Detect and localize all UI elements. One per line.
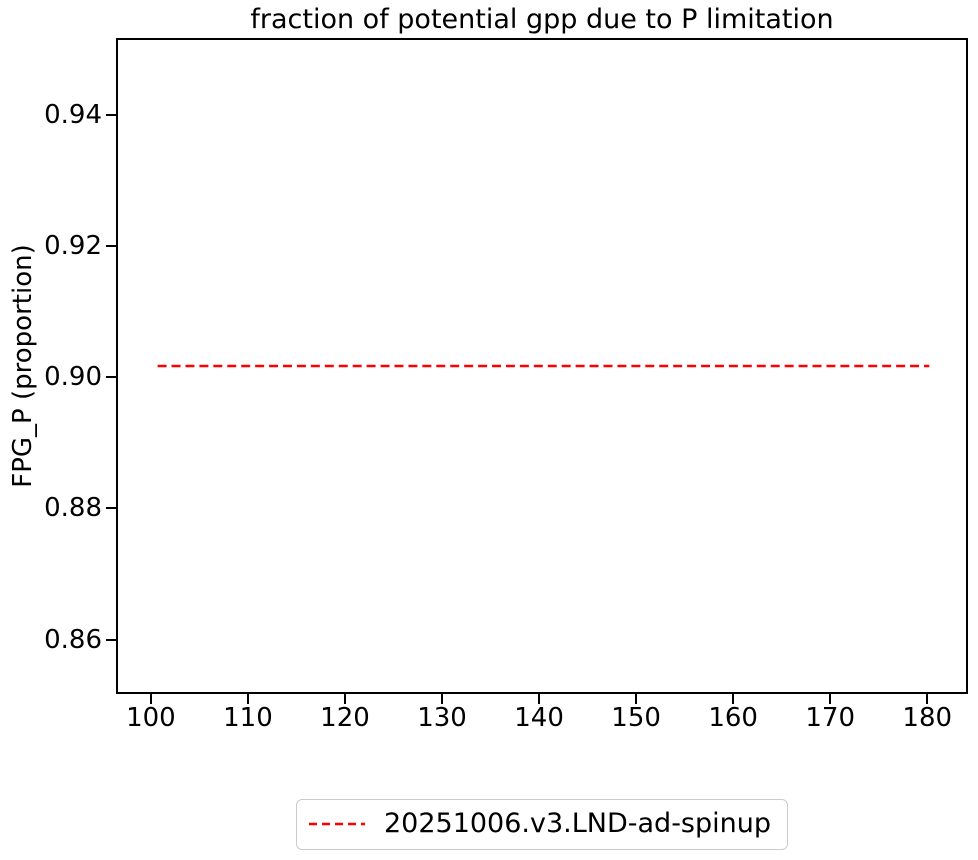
- legend-row: 20251006.v3.LND-ad-spinup: [116, 799, 968, 850]
- y-tick-mark: [106, 376, 116, 379]
- data-line-layer: [157, 364, 930, 368]
- y-tick-mark: [106, 638, 116, 641]
- x-tick-label: 110: [223, 703, 273, 733]
- y-tick-mark: [106, 507, 116, 510]
- x-tick-label: 100: [126, 703, 176, 733]
- x-tick-mark: [538, 694, 541, 704]
- x-tick-label: 180: [902, 703, 953, 733]
- y-tick-label: 0.94: [44, 99, 102, 130]
- y-tick-label: 0.88: [44, 493, 102, 524]
- x-tick-label: 120: [320, 703, 370, 733]
- legend: 20251006.v3.LND-ad-spinup: [295, 799, 789, 850]
- x-tick-label: 160: [708, 703, 758, 733]
- x-tick-mark: [829, 694, 832, 704]
- y-tick-label: 0.90: [44, 362, 102, 393]
- x-tick-mark: [926, 694, 929, 704]
- x-tick-mark: [246, 694, 249, 704]
- legend-label: 20251006.v3.LND-ad-spinup: [383, 808, 772, 839]
- y-tick-mark: [106, 113, 116, 116]
- x-tick-mark: [149, 694, 152, 704]
- x-tick-label: 140: [514, 703, 564, 733]
- dashed-line-marker-icon: [308, 822, 365, 826]
- x-tick-mark: [344, 694, 346, 704]
- y-tick-label: 0.86: [44, 624, 102, 655]
- x-tick-mark: [732, 694, 735, 704]
- x-tick-label: 150: [611, 703, 661, 733]
- chart-title: fraction of potential gpp due to P limit…: [250, 4, 834, 35]
- x-tick-label: 170: [805, 703, 856, 733]
- x-tick-label: 130: [417, 703, 467, 733]
- plot-area: [116, 38, 968, 694]
- y-tick-mark: [106, 244, 116, 247]
- x-tick-mark: [441, 694, 444, 704]
- y-tick-label: 0.92: [44, 230, 102, 261]
- x-tick-mark: [635, 694, 638, 704]
